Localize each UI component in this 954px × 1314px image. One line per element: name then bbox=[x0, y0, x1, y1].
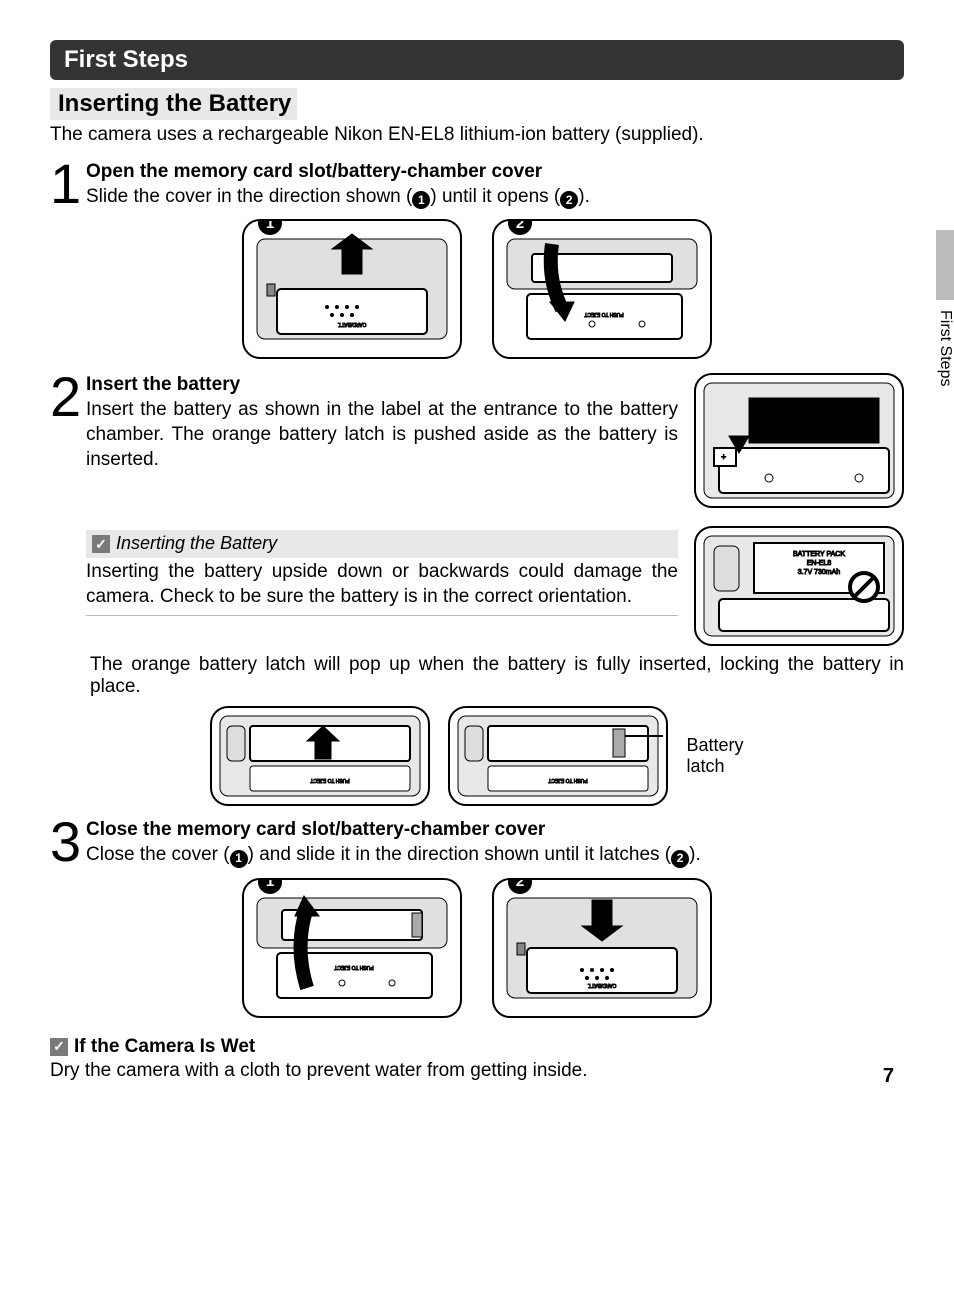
figure-latch-b: PUSH TO EJECT bbox=[448, 706, 668, 806]
side-tab-marker bbox=[936, 230, 954, 300]
sub-header: Inserting the Battery bbox=[50, 88, 297, 120]
figure-1b: 2 PUSH TO EJECT bbox=[492, 219, 712, 359]
latch-label: Batterylatch bbox=[686, 735, 743, 778]
camera-cover-open-icon: PUSH TO EJECT bbox=[502, 229, 702, 349]
side-tab-label: First Steps bbox=[936, 310, 954, 386]
check-icon: ✓ bbox=[50, 1038, 68, 1056]
wet-title: If the Camera Is Wet bbox=[74, 1036, 255, 1058]
check-icon: ✓ bbox=[92, 535, 110, 553]
manual-page: First Steps Inserting the Battery The ca… bbox=[0, 0, 954, 1112]
step-number: 2 bbox=[50, 373, 86, 421]
step-text-a: Slide the cover in the direction shown ( bbox=[86, 186, 412, 207]
warning-note: ✓ Inserting the Battery Inserting the ba… bbox=[86, 530, 678, 616]
svg-text:3.7V 730mAh: 3.7V 730mAh bbox=[798, 569, 841, 576]
side-tab: First Steps bbox=[936, 230, 954, 386]
svg-text:PUSH TO EJECT: PUSH TO EJECT bbox=[311, 777, 350, 783]
step-3: 3 Close the memory card slot/battery-cha… bbox=[50, 818, 904, 867]
battery-push-icon: PUSH TO EJECT bbox=[215, 711, 425, 801]
svg-text:CAUTION: CAUTION bbox=[798, 409, 830, 416]
step-text: Insert the battery as shown in the label… bbox=[86, 399, 678, 469]
note-body: Inserting the battery upside down or bac… bbox=[86, 558, 678, 609]
step1-figures: 1 CARD/BATT. 2 PUSH TO EJECT bbox=[50, 219, 904, 359]
wet-note-body: Dry the camera with a cloth to prevent w… bbox=[50, 1060, 904, 1082]
step-title: Open the memory card slot/battery-chambe… bbox=[86, 161, 542, 182]
circle-ref-1-icon: 1 bbox=[230, 850, 248, 868]
step-number: 1 bbox=[50, 160, 86, 208]
latch-figures: PUSH TO EJECT PUSH TO EJECT Batterylatch bbox=[50, 706, 904, 806]
step-1: 1 Open the memory card slot/battery-cham… bbox=[50, 160, 904, 209]
svg-text:CARD/BATT.: CARD/BATT. bbox=[588, 982, 617, 988]
figure-3b: 2 CARD/BATT. bbox=[492, 878, 712, 1018]
circle-ref-1-icon: 1 bbox=[412, 191, 430, 209]
step-text-a: Close the cover ( bbox=[86, 844, 230, 865]
step-body: Insert the battery Insert the battery as… bbox=[86, 373, 904, 646]
figure-3a: 1 PUSH TO EJECT bbox=[242, 878, 462, 1018]
camera-slide-close-icon: CARD/BATT. bbox=[502, 888, 702, 1008]
svg-text:BATTERY PACK: BATTERY PACK bbox=[793, 551, 845, 558]
sub-header-row: Inserting the Battery bbox=[50, 88, 904, 120]
svg-text:PUSH TO EJECT: PUSH TO EJECT bbox=[584, 311, 623, 317]
step-body: Close the memory card slot/battery-chamb… bbox=[86, 818, 904, 867]
step-body: Open the memory card slot/battery-chambe… bbox=[86, 160, 904, 209]
svg-text:PUSH TO EJECT: PUSH TO EJECT bbox=[334, 964, 373, 970]
step-text-c: ). bbox=[578, 186, 590, 207]
svg-text:+: + bbox=[721, 452, 726, 462]
figure-2b: BATTERY PACK EN-EL8 3.7V 730mAh bbox=[694, 526, 904, 646]
figure-2a: CAUTION + bbox=[694, 373, 904, 508]
battery-wrong-orientation-icon: BATTERY PACK EN-EL8 3.7V 730mAh bbox=[699, 531, 899, 641]
svg-text:CARD/BATT.: CARD/BATT. bbox=[338, 321, 367, 327]
note-title: Inserting the Battery bbox=[116, 532, 277, 555]
step2-followup: The orange battery latch will pop up whe… bbox=[90, 654, 904, 698]
figure-latch-a: PUSH TO EJECT bbox=[210, 706, 430, 806]
circle-ref-2-icon: 2 bbox=[671, 850, 689, 868]
circle-ref-2-icon: 2 bbox=[560, 191, 578, 209]
svg-text:EN-EL8: EN-EL8 bbox=[807, 560, 832, 567]
camera-close-cover-icon: PUSH TO EJECT bbox=[252, 888, 452, 1008]
step-text-b: ) until it opens ( bbox=[430, 186, 560, 207]
step-title: Close the memory card slot/battery-chamb… bbox=[86, 819, 545, 840]
battery-insert-icon: CAUTION + bbox=[699, 378, 899, 503]
step-2: 2 Insert the battery Insert the battery … bbox=[50, 373, 904, 646]
step-text-c: ). bbox=[689, 844, 701, 865]
step-text-b: ) and slide it in the direction shown un… bbox=[248, 844, 672, 865]
intro-text: The camera uses a rechargeable Nikon EN-… bbox=[50, 124, 904, 146]
battery-latch-icon: PUSH TO EJECT bbox=[453, 711, 663, 801]
step-number: 3 bbox=[50, 818, 86, 866]
camera-bottom-slide-icon: CARD/BATT. bbox=[252, 229, 452, 349]
step3-figures: 1 PUSH TO EJECT 2 CARD/BATT. bbox=[50, 878, 904, 1018]
svg-text:PUSH TO EJECT: PUSH TO EJECT bbox=[549, 777, 588, 783]
page-number: 7 bbox=[883, 1065, 894, 1088]
wet-note-header: ✓ If the Camera Is Wet bbox=[50, 1036, 904, 1058]
section-header: First Steps bbox=[50, 40, 904, 80]
figure-1a: 1 CARD/BATT. bbox=[242, 219, 462, 359]
step-title: Insert the battery bbox=[86, 374, 240, 395]
